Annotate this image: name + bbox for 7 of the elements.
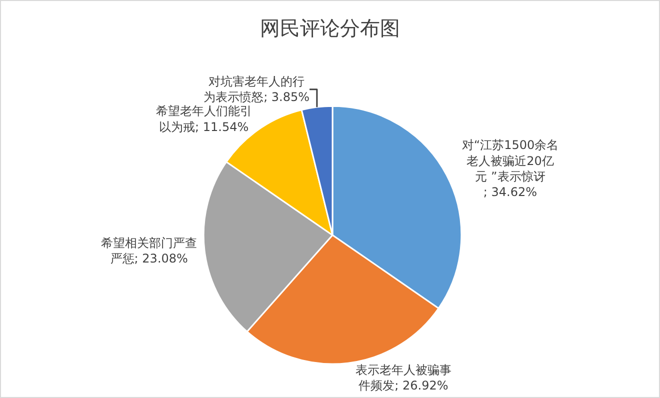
slice-label: 对坑害老年人的行为表示愤怒; 3.85% xyxy=(204,74,310,104)
chart-title: 网民评论分布图 xyxy=(260,16,400,40)
data-label: ; 34.62% xyxy=(483,185,538,200)
slice-label: 表示老年人被骗事件频发; 26.92% xyxy=(355,362,452,392)
slice-label: 希望相关部门严查严惩; 23.08% xyxy=(101,236,198,266)
slice-label: 对“江苏1500余名老人被骗近20亿元 ”表示惊讶 xyxy=(462,138,559,184)
slice-label: 希望老年人们能引以为戒; 11.54% xyxy=(156,104,252,134)
